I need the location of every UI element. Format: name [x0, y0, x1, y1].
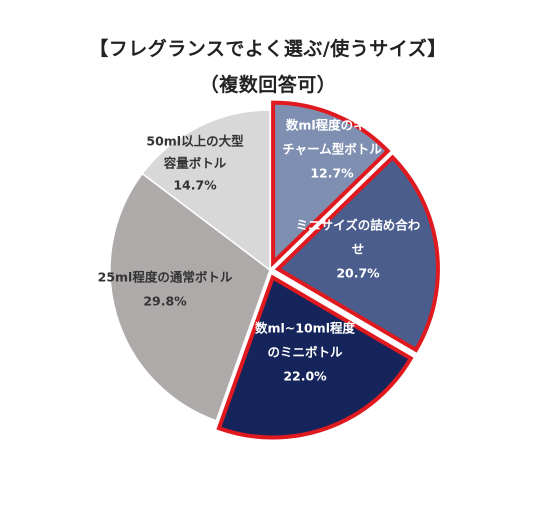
chart-title: 【フレグランスでよく選ぶ/使うサイズ】 [89, 38, 447, 60]
slice-category-label: チャーム型ボトル [282, 142, 382, 157]
slice-value-label: 29.8% [143, 294, 187, 309]
pie-slice-4 [109, 172, 271, 422]
slice-category-label: 50ml以上の大型 [146, 134, 244, 149]
slice-category-label: 25ml程度の通常ボトル [98, 270, 233, 285]
pie-slice-5 [141, 109, 271, 272]
slice-category-label: ミニサイズの詰め合わ [296, 218, 421, 233]
pie-slice-1 [271, 100, 391, 268]
slice-value-label: 20.7% [336, 266, 380, 281]
slice-category-label: せ [352, 242, 365, 257]
slice-value-label: 22.0% [283, 369, 327, 384]
chart-subtitle: （複数回答可） [199, 74, 337, 96]
slice-category-label: 数ml程度のキー [285, 118, 378, 133]
pie-slice-3 [216, 274, 414, 440]
slice-label-4: 25ml程度の通常ボトル 29.8% [98, 270, 233, 309]
slice-category-label: 数ml~10ml程度 [254, 321, 355, 336]
pie-slice-2 [274, 154, 440, 353]
slice-value-label: 12.7% [310, 166, 354, 181]
slice-category-label: 容量ボトル [163, 156, 227, 171]
slice-category-label: のミニボトル [267, 345, 343, 360]
slice-value-label: 14.7% [173, 178, 217, 193]
